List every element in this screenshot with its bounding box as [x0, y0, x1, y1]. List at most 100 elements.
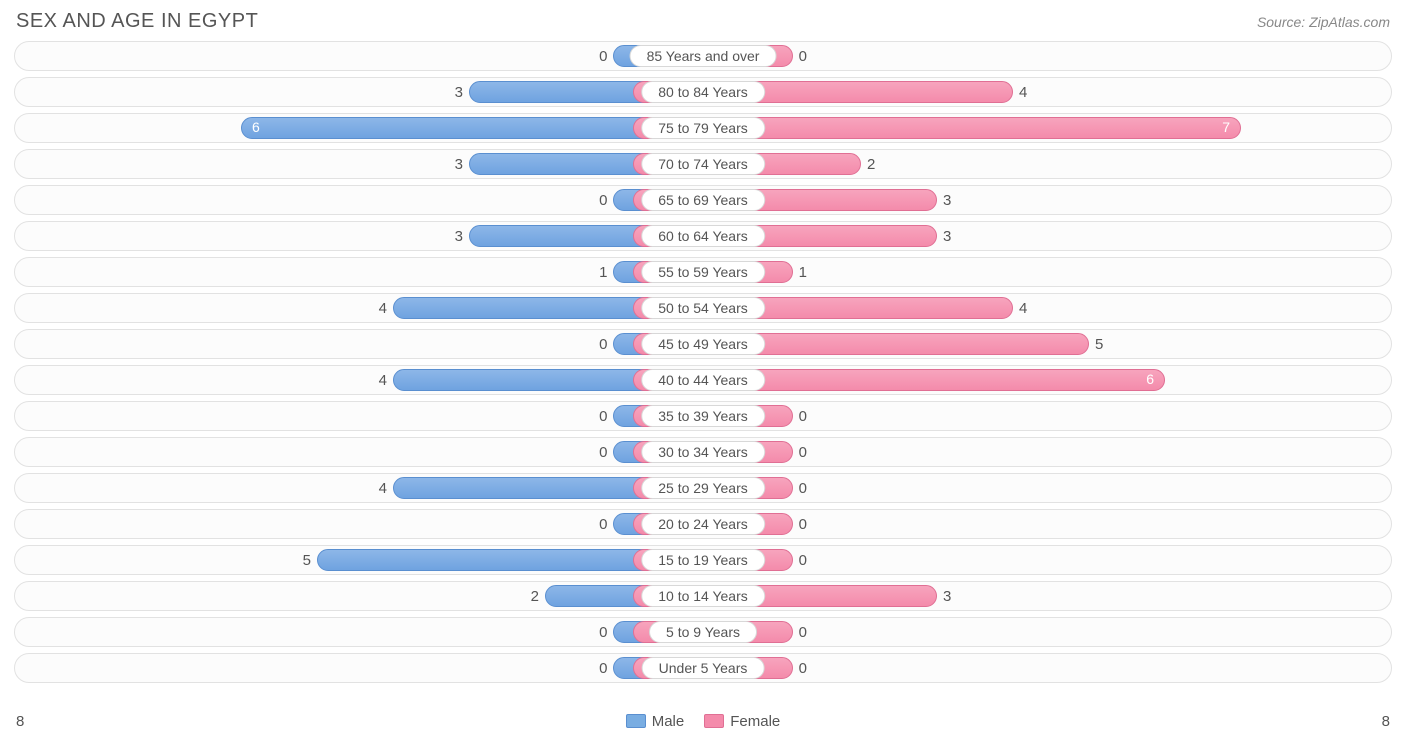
pyramid-row: 4450 to 54 Years [14, 293, 1392, 323]
pyramid-row: 0 5 45 to 49 Years [14, 329, 1392, 359]
male-value: 4 [379, 300, 387, 317]
female-value: 0 [799, 48, 807, 65]
age-label: 25 to 29 Years [641, 477, 765, 499]
pyramid-row: 0 0 35 to 39 Years [14, 401, 1392, 431]
pyramid-row: 1155 to 59 Years [14, 257, 1392, 287]
pyramid-row: 0030 to 34 Years [14, 437, 1392, 467]
male-half: 3 [19, 222, 703, 250]
male-value: 2 [531, 588, 539, 605]
male-value: 4 [379, 372, 387, 389]
female-half: 6 [703, 366, 1387, 394]
age-label: 65 to 69 Years [641, 189, 765, 211]
age-label: 85 Years and over [630, 45, 777, 67]
female-half: 1 [703, 258, 1387, 286]
age-label: 75 to 79 Years [641, 117, 765, 139]
chart-footer: 8 Male Female 8 [14, 708, 1392, 734]
male-value: 4 [379, 480, 387, 497]
pyramid-row: 005 to 9 Years [14, 617, 1392, 647]
female-half: 0 [703, 654, 1387, 682]
male-half: 4 [19, 294, 703, 322]
male-value: 0 [599, 336, 607, 353]
male-half: 4 [19, 474, 703, 502]
female-value: 0 [799, 408, 807, 425]
female-value: 6 [1146, 371, 1154, 387]
male-half: 4 [19, 366, 703, 394]
male-half: 0 [19, 402, 703, 430]
age-label: 35 to 39 Years [641, 405, 765, 427]
female-value: 0 [799, 480, 807, 497]
age-label: 15 to 19 Years [641, 549, 765, 571]
legend-male: Male [626, 713, 685, 730]
age-label: 5 to 9 Years [649, 621, 757, 643]
male-value: 0 [599, 192, 607, 209]
female-value: 1 [799, 264, 807, 281]
male-value: 3 [455, 156, 463, 173]
age-label: 60 to 64 Years [641, 225, 765, 247]
population-pyramid: 0 0 85 Years and over 3480 to 84 Years 6 7 75 … [14, 41, 1392, 704]
age-label: 40 to 44 Years [641, 369, 765, 391]
male-value: 3 [455, 84, 463, 101]
pyramid-row: 3480 to 84 Years [14, 77, 1392, 107]
male-half: 2 [19, 582, 703, 610]
pyramid-row: 4 6 40 to 44 Years [14, 365, 1392, 395]
female-value: 7 [1222, 119, 1230, 135]
male-half: 0 [19, 330, 703, 358]
chart-title: SEX AND AGE IN EGYPT [16, 10, 258, 33]
male-value: 6 [252, 119, 260, 135]
male-half: 0 [19, 438, 703, 466]
male-half: 0 [19, 42, 703, 70]
male-swatch [626, 714, 646, 728]
female-value: 3 [943, 588, 951, 605]
male-value: 0 [599, 48, 607, 65]
age-label: 45 to 49 Years [641, 333, 765, 355]
male-half: 6 [19, 114, 703, 142]
age-label: 20 to 24 Years [641, 513, 765, 535]
female-half: 0 [703, 618, 1387, 646]
male-value: 0 [599, 660, 607, 677]
legend: Male Female [626, 713, 781, 730]
age-label: 30 to 34 Years [641, 441, 765, 463]
legend-female: Female [704, 713, 780, 730]
male-half: 1 [19, 258, 703, 286]
pyramid-row: 2 3 10 to 14 Years [14, 581, 1392, 611]
male-half: 0 [19, 618, 703, 646]
legend-female-label: Female [730, 713, 780, 730]
female-half: 7 [703, 114, 1387, 142]
male-half: 0 [19, 654, 703, 682]
female-half: 3 [703, 186, 1387, 214]
pyramid-row: 3 2 70 to 74 Years [14, 149, 1392, 179]
female-value: 5 [1095, 336, 1103, 353]
pyramid-row: 6 7 75 to 79 Years [14, 113, 1392, 143]
axis-max-left: 8 [16, 713, 24, 730]
male-half: 0 [19, 510, 703, 538]
female-value: 0 [799, 552, 807, 569]
female-value: 0 [799, 660, 807, 677]
female-half: 3 [703, 222, 1387, 250]
pyramid-row: 0 0 85 Years and over [14, 41, 1392, 71]
female-half: 3 [703, 582, 1387, 610]
male-half: 3 [19, 78, 703, 106]
female-half: 0 [703, 510, 1387, 538]
female-half: 0 [703, 42, 1387, 70]
female-half: 2 [703, 150, 1387, 178]
male-half: 5 [19, 546, 703, 574]
pyramid-row: 00Under 5 Years [14, 653, 1392, 683]
pyramid-row: 3360 to 64 Years [14, 221, 1392, 251]
female-value: 3 [943, 192, 951, 209]
male-half: 0 [19, 186, 703, 214]
age-label: 10 to 14 Years [641, 585, 765, 607]
legend-male-label: Male [652, 713, 685, 730]
male-value: 5 [303, 552, 311, 569]
female-value: 2 [867, 156, 875, 173]
pyramid-row: 5 0 15 to 19 Years [14, 545, 1392, 575]
female-value: 0 [799, 516, 807, 533]
female-swatch [704, 714, 724, 728]
female-value: 4 [1019, 300, 1027, 317]
male-value: 0 [599, 516, 607, 533]
female-half: 0 [703, 402, 1387, 430]
age-label: 70 to 74 Years [641, 153, 765, 175]
female-half: 0 [703, 546, 1387, 574]
male-value: 0 [599, 624, 607, 641]
pyramid-row: 0 3 65 to 69 Years [14, 185, 1392, 215]
male-value: 0 [599, 408, 607, 425]
